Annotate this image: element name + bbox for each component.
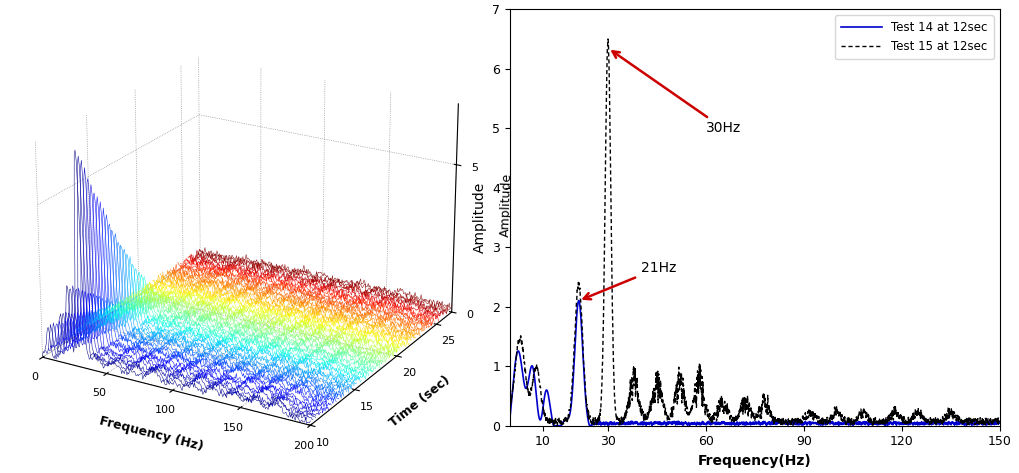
- Test 15 at 12sec: [601, 36, 613, 42]
- Text: 30Hz: 30Hz: [611, 51, 741, 135]
- Test 15 at 12sec: [559, 418, 572, 423]
- Test 15 at 12sec: [712, 403, 725, 409]
- Y-axis label: Amplitude: Amplitude: [472, 182, 486, 253]
- Test 14 at 12sec: [993, 420, 1005, 426]
- Legend: Test 14 at 12sec, Test 15 at 12sec: Test 14 at 12sec, Test 15 at 12sec: [834, 15, 993, 59]
- X-axis label: Frequency (Hz): Frequency (Hz): [98, 414, 205, 453]
- Y-axis label: Time (sec): Time (sec): [386, 374, 451, 429]
- Line: Test 14 at 12sec: Test 14 at 12sec: [510, 300, 999, 426]
- Test 15 at 12sec: [588, 418, 600, 424]
- Test 15 at 12sec: [691, 375, 703, 381]
- Test 14 at 12sec: [712, 421, 725, 427]
- Test 15 at 12sec: [503, 404, 516, 410]
- Test 14 at 12sec: [983, 420, 996, 425]
- Test 15 at 12sec: [993, 419, 1005, 425]
- Test 14 at 12sec: [930, 420, 943, 426]
- Test 14 at 12sec: [547, 423, 559, 429]
- Test 15 at 12sec: [983, 416, 996, 422]
- Line: Test 15 at 12sec: Test 15 at 12sec: [510, 39, 999, 426]
- Test 15 at 12sec: [550, 423, 562, 429]
- Test 14 at 12sec: [589, 421, 601, 427]
- Test 14 at 12sec: [572, 298, 584, 303]
- Text: 21Hz: 21Hz: [583, 261, 676, 299]
- Test 14 at 12sec: [503, 414, 516, 420]
- X-axis label: Frequency(Hz): Frequency(Hz): [697, 454, 811, 468]
- Test 15 at 12sec: [930, 419, 943, 425]
- Test 14 at 12sec: [691, 420, 703, 426]
- Test 14 at 12sec: [559, 416, 572, 422]
